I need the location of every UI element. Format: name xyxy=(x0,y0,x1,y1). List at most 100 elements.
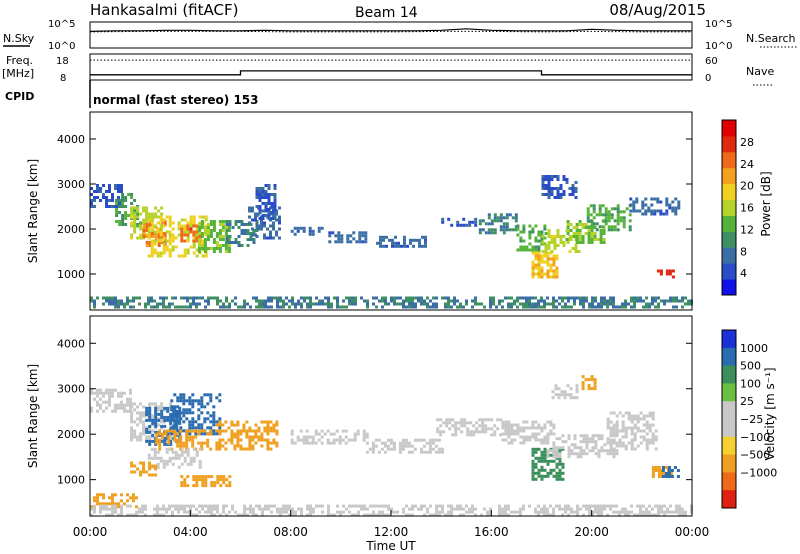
scatter-cell xyxy=(544,244,548,247)
scatter-cell xyxy=(314,429,318,433)
scatter-cell xyxy=(556,232,560,235)
scatter-cell xyxy=(531,423,535,427)
scatter-cell xyxy=(206,235,210,238)
scatter-cell xyxy=(201,239,205,243)
scatter-cell xyxy=(153,230,157,234)
power-colorbar-segment xyxy=(722,183,736,201)
scatter-cell xyxy=(311,229,315,233)
scatter-cell xyxy=(218,235,222,238)
scatter-cell xyxy=(559,235,563,238)
scatter-cell xyxy=(200,402,204,406)
scatter-cell xyxy=(171,302,174,306)
scatter-cell xyxy=(507,507,510,511)
scatter-cell xyxy=(136,411,140,415)
scatter-cell xyxy=(130,435,134,439)
scatter-cell xyxy=(150,447,154,451)
scatter-cell xyxy=(648,411,652,415)
scatter-cell xyxy=(228,223,232,226)
scatter-cell xyxy=(291,299,294,303)
scatter-cell xyxy=(504,420,508,424)
scatter-cell xyxy=(465,504,468,508)
scatter-cell xyxy=(96,184,99,187)
power-cells-region-6 xyxy=(197,220,231,253)
scatter-cell xyxy=(216,507,219,511)
scatter-cell xyxy=(382,235,385,239)
scatter-cell xyxy=(555,465,559,469)
scatter-cell xyxy=(642,423,646,427)
scatter-cell xyxy=(174,236,178,240)
scatter-cell xyxy=(451,433,455,437)
scatter-cell xyxy=(541,178,545,181)
scatter-cell xyxy=(589,219,593,223)
scatter-cell xyxy=(374,438,378,442)
scatter-cell xyxy=(254,441,258,445)
scatter-cell xyxy=(639,435,643,439)
scatter-cell xyxy=(309,305,312,309)
scatter-cell xyxy=(129,299,132,303)
scatter-cell xyxy=(269,426,273,430)
scatter-cell xyxy=(624,444,628,448)
scatter-cell xyxy=(522,504,525,508)
scatter-cell xyxy=(378,504,381,508)
scatter-cell xyxy=(324,302,327,306)
scatter-cell xyxy=(558,447,562,451)
scatter-cell xyxy=(219,484,223,488)
scatter-cell xyxy=(639,299,642,303)
scatter-cell xyxy=(282,299,285,303)
scatter-cell xyxy=(635,200,639,204)
scatter-cell xyxy=(206,402,210,406)
scatter-cell xyxy=(209,223,213,226)
scatter-cell xyxy=(210,510,213,514)
scatter-cell xyxy=(381,305,384,309)
scatter-cell xyxy=(108,199,111,202)
scatter-cell xyxy=(183,296,186,300)
scatter-cell xyxy=(641,200,645,204)
scatter-cell xyxy=(531,296,534,300)
scatter-cell xyxy=(456,305,459,309)
scatter-cell xyxy=(547,193,551,196)
scatter-cell xyxy=(195,227,199,231)
scatter-cell xyxy=(379,238,382,242)
scatter-cell xyxy=(144,302,147,306)
scatter-cell xyxy=(189,224,193,228)
scatter-cell xyxy=(111,493,114,497)
scatter-cell xyxy=(188,423,192,427)
scatter-cell xyxy=(148,435,152,439)
scatter-cell xyxy=(170,405,174,409)
scatter-cell xyxy=(678,513,681,517)
scatter-cell xyxy=(159,507,162,511)
scatter-cell xyxy=(510,305,513,309)
scatter-cell xyxy=(594,452,598,456)
scatter-cell xyxy=(355,240,359,244)
scatter-cell xyxy=(681,299,684,303)
scatter-cell xyxy=(549,420,553,424)
scatter-cell xyxy=(160,227,164,231)
scatter-cell xyxy=(543,450,547,454)
scatter-cell xyxy=(177,305,180,309)
scatter-cell xyxy=(543,305,546,309)
scatter-cell xyxy=(546,471,550,475)
scatter-cell xyxy=(144,305,147,309)
scatter-cell xyxy=(419,438,423,442)
scatter-cell xyxy=(597,302,600,306)
scatter-cell xyxy=(338,435,342,439)
scatter-cell xyxy=(230,438,234,442)
scatter-cell xyxy=(540,441,544,445)
scatter-cell xyxy=(297,302,300,306)
scatter-cell xyxy=(218,423,222,427)
scatter-cell xyxy=(162,507,165,511)
scatter-cell xyxy=(315,302,318,306)
scatter-cell xyxy=(597,305,600,309)
scatter-cell xyxy=(192,221,196,225)
scatter-cell xyxy=(224,447,228,451)
scatter-cell xyxy=(540,429,544,433)
scatter-cell xyxy=(133,408,137,412)
scatter-cell xyxy=(579,302,582,306)
scatter-cell xyxy=(170,432,174,436)
scatter-cell xyxy=(139,212,143,216)
scatter-cell xyxy=(609,507,612,511)
scatter-cell xyxy=(612,429,616,433)
scatter-cell xyxy=(647,209,651,213)
scatter-cell xyxy=(402,302,405,306)
scatter-cell xyxy=(609,438,613,442)
